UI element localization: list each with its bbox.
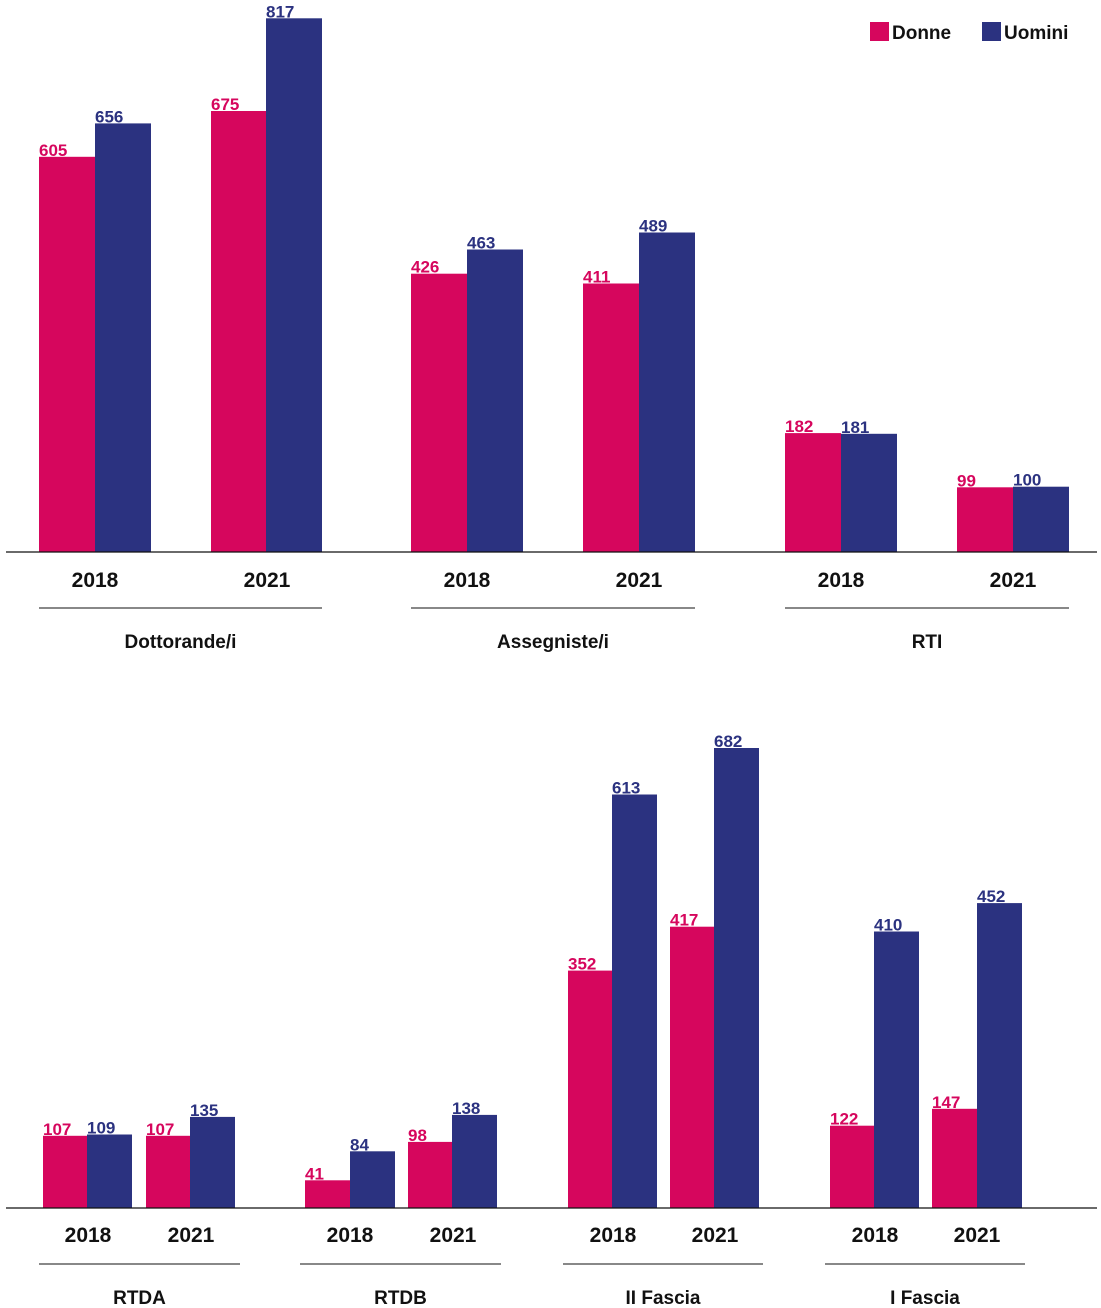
bar-i-fascia-2021-donne	[932, 1108, 977, 1208]
bar-i-fascia-2021-uomini	[977, 903, 1022, 1208]
bar-rti-2018-donne	[785, 433, 841, 552]
tick-label-assegniste-i-2021: 2021	[616, 569, 663, 592]
bar-rtdb-2018-uomini	[350, 1151, 395, 1208]
bar-rtda-2021-uomini	[190, 1116, 235, 1208]
bar-ii-fascia-2018-donne	[568, 970, 613, 1208]
bar-i-fascia-2018-donne	[830, 1125, 875, 1208]
group-label-i-fascia: I Fascia	[890, 1288, 960, 1308]
bar-assegniste-i-2021-uomini	[639, 232, 695, 552]
data-label-ii-fascia-2018-uomini: 613	[612, 779, 640, 798]
bar-rtdb-2018-donne	[305, 1180, 350, 1208]
data-label-dottorande-i-2018-uomini: 656	[95, 107, 123, 126]
data-label-rti-2021-uomini: 100	[1013, 471, 1041, 490]
group-label-rti: RTI	[912, 632, 943, 653]
tick-label-i-fascia-2021: 2021	[954, 1224, 1001, 1247]
data-label-rtdb-2018-donne: 41	[305, 1164, 324, 1183]
group-label-assegniste-i: Assegniste/i	[497, 632, 609, 653]
bar-rtda-2018-uomini	[87, 1134, 132, 1208]
group-label-rtda: RTDA	[113, 1288, 166, 1308]
bar-rti-2021-uomini	[1013, 486, 1069, 552]
data-label-i-fascia-2021-donne: 147	[932, 1093, 960, 1112]
bar-rtdb-2021-donne	[408, 1141, 453, 1208]
data-label-i-fascia-2018-donne: 122	[830, 1110, 858, 1129]
group-label-dottorande-i: Dottorande/i	[125, 632, 237, 653]
data-label-i-fascia-2018-uomini: 410	[874, 916, 902, 935]
bar-dottorande-i-2021-donne	[211, 111, 267, 552]
bar-rtda-2021-donne	[146, 1135, 191, 1208]
plot-area: 605 656 2018 675 817 2021 Dottorande/i 426 463 20…	[6, 2, 1097, 1308]
data-label-rti-2018-donne: 182	[785, 417, 813, 436]
legend-label-donne: Donne	[892, 23, 951, 44]
bar-rti-2018-uomini	[841, 433, 897, 552]
bar-rtdb-2021-uomini	[452, 1114, 497, 1208]
tick-label-rti-2018: 2018	[818, 569, 865, 592]
data-label-rtda-2021-donne: 107	[146, 1120, 174, 1139]
tick-label-rti-2021: 2021	[990, 569, 1037, 592]
bar-assegniste-i-2018-donne	[411, 273, 467, 552]
data-label-assegniste-i-2021-donne: 411	[583, 268, 610, 287]
tick-label-i-fascia-2018: 2018	[852, 1224, 899, 1247]
bar-dottorande-i-2018-donne	[39, 156, 95, 553]
legend: Donne Uomini	[870, 22, 1068, 44]
data-label-rtdb-2018-uomini: 84	[350, 1135, 369, 1154]
data-label-i-fascia-2021-uomini: 452	[977, 887, 1005, 906]
data-label-dottorande-i-2021-donne: 675	[211, 95, 239, 114]
tick-label-dottorande-i-2018: 2018	[72, 569, 119, 592]
tick-label-ii-fascia-2021: 2021	[692, 1224, 739, 1247]
data-label-assegniste-i-2018-uomini: 463	[467, 234, 495, 253]
tick-label-rtda-2021: 2021	[168, 1224, 215, 1247]
bar-dottorande-i-2018-uomini	[95, 123, 151, 553]
data-label-rti-2018-uomini: 181	[841, 418, 869, 437]
tick-label-rtda-2018: 2018	[65, 1224, 112, 1247]
bar-ii-fascia-2021-donne	[670, 926, 715, 1208]
data-label-assegniste-i-2018-donne: 426	[411, 258, 439, 277]
tick-label-rtdb-2018: 2018	[327, 1224, 374, 1247]
data-label-dottorande-i-2018-donne: 605	[39, 141, 67, 160]
data-label-rtdb-2021-donne: 98	[408, 1126, 427, 1145]
legend-swatch-donne	[870, 22, 889, 41]
bar-assegniste-i-2018-uomini	[467, 249, 523, 552]
tick-label-assegniste-i-2018: 2018	[444, 569, 491, 592]
group-label-ii-fascia: II Fascia	[626, 1288, 701, 1308]
bar-assegniste-i-2021-donne	[583, 283, 639, 552]
data-label-assegniste-i-2021-uomini: 489	[639, 217, 667, 236]
bar-rtda-2018-donne	[43, 1135, 88, 1208]
data-label-rtda-2018-donne: 107	[43, 1120, 71, 1139]
data-label-rtda-2018-uomini: 109	[87, 1119, 115, 1138]
bar-i-fascia-2018-uomini	[874, 931, 919, 1208]
data-label-rti-2021-donne: 99	[957, 471, 976, 490]
bar-ii-fascia-2021-uomini	[714, 748, 759, 1208]
legend-label-uomini: Uomini	[1004, 23, 1068, 44]
data-label-rtda-2021-uomini: 135	[190, 1101, 218, 1120]
bar-ii-fascia-2018-uomini	[612, 794, 657, 1208]
legend-swatch-uomini	[982, 22, 1001, 41]
data-label-ii-fascia-2021-uomini: 682	[714, 732, 742, 751]
tick-label-ii-fascia-2018: 2018	[590, 1224, 637, 1247]
tick-label-rtdb-2021: 2021	[430, 1224, 477, 1247]
data-label-ii-fascia-2021-donne: 417	[670, 911, 698, 930]
data-label-ii-fascia-2018-donne: 352	[568, 955, 596, 974]
tick-label-dottorande-i-2021: 2021	[244, 569, 291, 592]
bar-dottorande-i-2021-uomini	[266, 18, 322, 553]
data-label-dottorande-i-2021-uomini: 817	[266, 2, 294, 21]
group-label-rtdb: RTDB	[374, 1288, 427, 1308]
data-label-rtdb-2021-uomini: 138	[452, 1099, 480, 1118]
bar-rti-2021-donne	[957, 487, 1013, 552]
